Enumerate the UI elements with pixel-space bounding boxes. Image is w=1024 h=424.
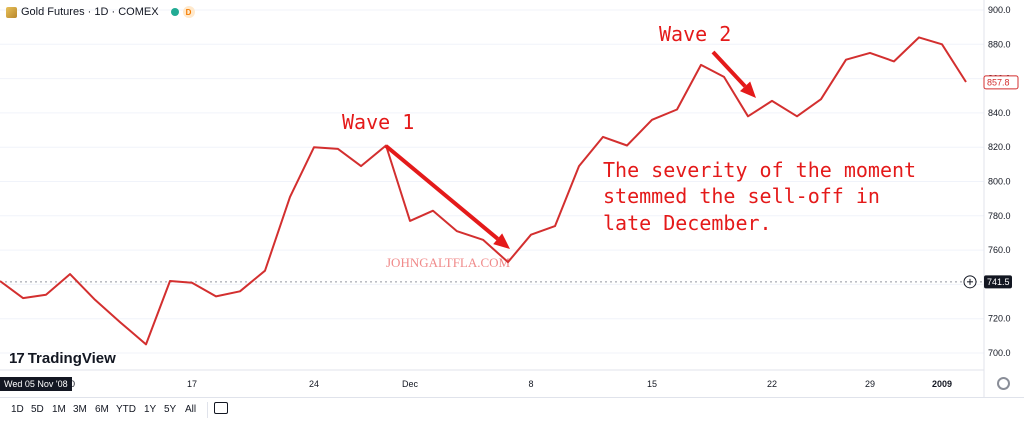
price-tick-label: 800.0 <box>988 177 1011 187</box>
settings-icon[interactable] <box>997 377 1010 390</box>
price-chart[interactable]: 700.0720.0740.0760.0780.0800.0820.0840.0… <box>0 0 1024 397</box>
timeframe-button-5d[interactable]: 5D <box>31 404 44 415</box>
wave2-label: Wave 2 <box>659 22 731 46</box>
time-tick-label: 24 <box>309 379 319 389</box>
price-tick-label: 720.0 <box>988 314 1011 324</box>
wave1-label: Wave 1 <box>342 110 414 134</box>
time-tick-label: 8 <box>528 379 533 389</box>
annotation-line-1: The severity of the moment <box>603 158 916 182</box>
svg-text:741.5: 741.5 <box>987 277 1010 287</box>
crosshair-date-label: Wed 05 Nov '08 <box>0 377 72 391</box>
time-tick-label: 17 <box>187 379 197 389</box>
timeframe-button-6m[interactable]: 6M <box>95 404 109 415</box>
chart-grid <box>0 9 984 354</box>
time-tick-label: 2009 <box>932 379 952 389</box>
time-tick-label: 29 <box>865 379 875 389</box>
timeframe-button-1d[interactable]: 1D <box>11 404 24 415</box>
tradingview-logo-text: TradingView <box>27 350 116 367</box>
calendar-icon[interactable] <box>214 402 228 414</box>
tradingview-logo[interactable]: 17 TradingView <box>9 350 116 367</box>
timeframe-button-1m[interactable]: 1M <box>52 404 66 415</box>
symbol-title: Gold Futures · 1D · COMEX <box>21 6 159 18</box>
wave2-arrow <box>711 50 756 98</box>
tradingview-mark-icon: 17 <box>9 350 25 367</box>
price-tick-label: 900.0 <box>988 5 1011 15</box>
watermark-text: JOHNGALTFLA.COM <box>386 255 511 270</box>
price-tick-label: 840.0 <box>988 108 1011 118</box>
price-tick-label: 880.0 <box>988 39 1011 49</box>
market-status-icon <box>170 8 179 16</box>
price-tick-label: 700.0 <box>988 348 1011 358</box>
delay-badge[interactable]: D <box>182 6 195 18</box>
last-price-tag: 857.8 <box>983 75 1019 90</box>
bottom-toolbar <box>0 397 1024 424</box>
toolbar-divider <box>207 402 208 418</box>
symbol-header[interactable]: Gold Futures · 1D · COMEX D <box>6 5 195 19</box>
time-tick-label: 22 <box>767 379 777 389</box>
timeframe-button-1y[interactable]: 1Y <box>144 404 157 415</box>
time-tick-label: 15 <box>647 379 657 389</box>
price-tick-label: 780.0 <box>988 211 1011 221</box>
time-tick-label: Dec <box>402 379 419 389</box>
price-tick-label: 760.0 <box>988 245 1011 255</box>
gold-symbol-icon <box>6 6 17 18</box>
annotation-line-2: stemmed the sell-off in <box>603 184 880 208</box>
annotation-line-3: late December. <box>603 211 772 235</box>
svg-text:857.8: 857.8 <box>987 77 1010 87</box>
annotation-arrows <box>384 50 756 249</box>
price-tick-label: 820.0 <box>988 142 1011 152</box>
timeframe-button-3m[interactable]: 3M <box>73 404 87 415</box>
timeframe-button-5y[interactable]: 5Y <box>164 404 177 415</box>
crosshair-price-tag: 741.5 <box>963 275 1012 289</box>
time-axis[interactable]: 101724Dec81522292009 <box>65 379 952 389</box>
timeframe-button-ytd[interactable]: YTD <box>116 404 136 415</box>
wave1-arrow <box>384 144 510 249</box>
price-line <box>0 36 967 346</box>
timeframe-button-all[interactable]: All <box>185 404 197 415</box>
price-axis[interactable]: 700.0720.0740.0760.0780.0800.0820.0840.0… <box>988 5 1011 358</box>
